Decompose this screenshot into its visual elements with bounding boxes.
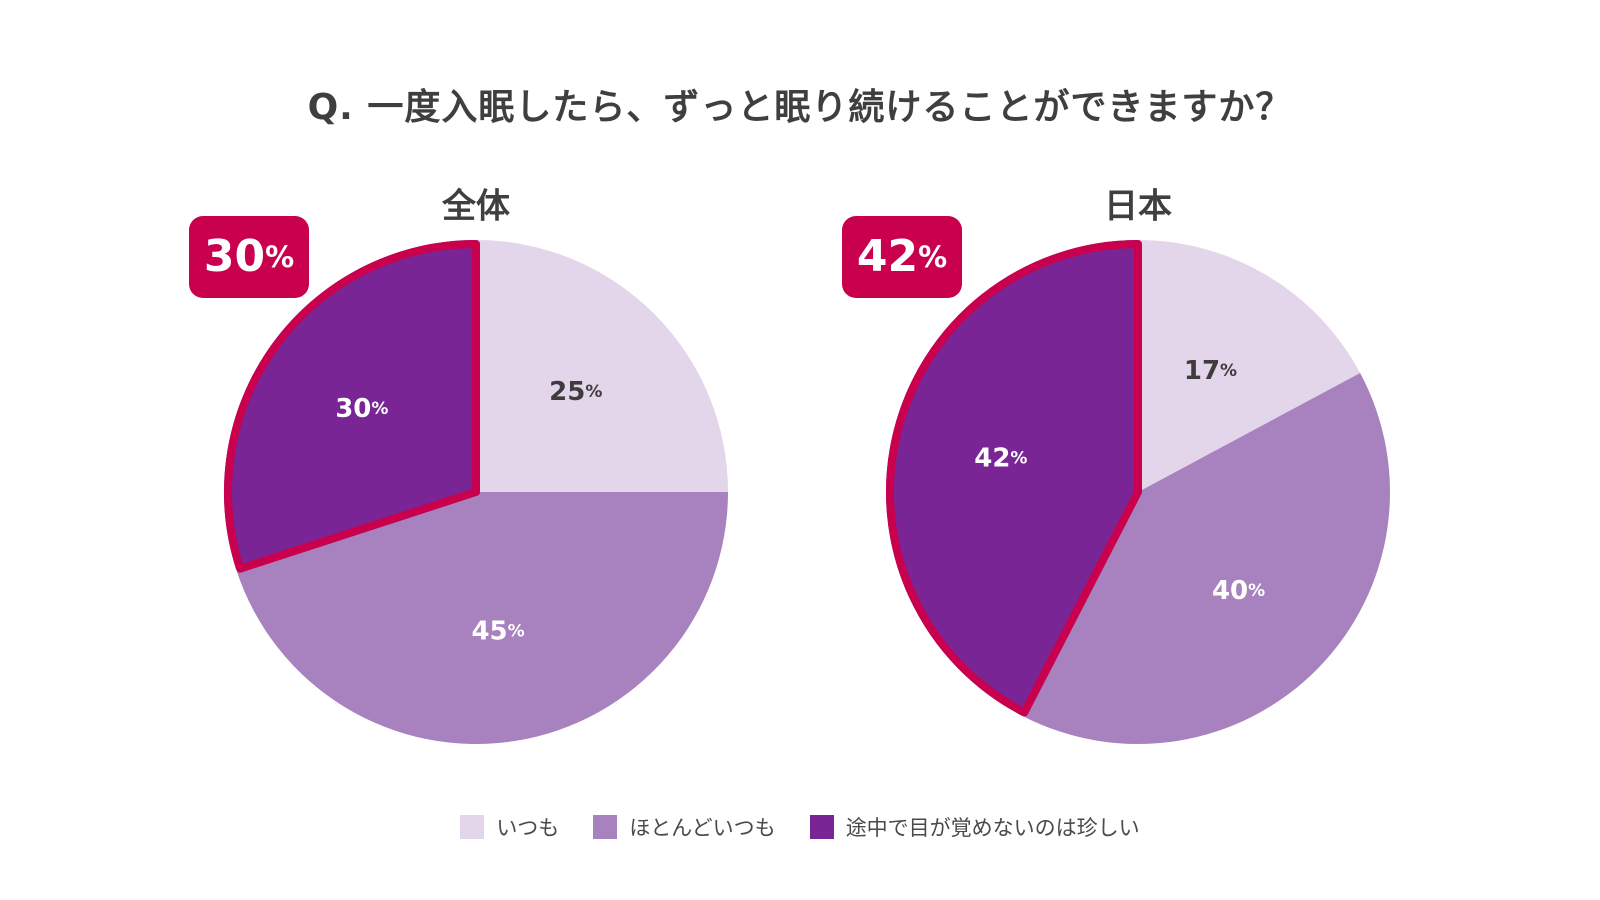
legend-item-rarely: 途中で目が覚めないのは珍しい [809,812,1140,842]
pie-1-label-almost-always: 45% [471,616,524,646]
pie-1-slice-rarely [223,240,476,570]
pie-2-label-rarely: 42% [974,443,1027,473]
pie-1-slice-always [476,240,728,492]
pie-2-label-always: 17% [1184,355,1237,385]
pie-1-label-rarely-suffix: % [371,399,388,419]
pie-2-label-rarely-suffix: % [1010,449,1027,469]
pie-2-label-almost-always: 40% [1212,575,1265,605]
pie-1-badge [189,216,309,298]
pie-title-2: 日本 [1104,187,1172,227]
pie-2-label-always-value: 17 [1184,355,1220,385]
pie-title-1: 全体 [441,187,510,227]
pie-2-badge-label-value: 42 [857,231,918,282]
pie-1-badge-label-value: 30 [204,231,265,282]
legend-swatch-rarely [809,815,834,839]
pie-1-label-almost-always-value: 45 [471,616,507,646]
pie-1-label-almost-always-suffix: % [508,621,525,641]
pie-1-badge-label: 30% [204,231,294,282]
pie-1-label-rarely-value: 30 [335,394,371,424]
chart-title: Q. 一度入眠したら、ずっと眠り続けることができますか？ [307,87,1293,128]
pie-2-badge [842,216,962,298]
legend-label-rarely: 途中で目が覚めないのは珍しい [845,816,1140,840]
pie-2-highlight-outline [886,240,1142,717]
pie-1-slice-almost-always [236,492,729,745]
legend-item-almost-always: ほとんどいつも [593,812,776,842]
pie-2-slice-almost-always [1022,372,1390,744]
legend-label-almost-always: ほとんどいつも [629,816,776,840]
legend-item-always: いつも [460,812,559,842]
pie-2-badge-label-suffix: % [918,240,947,274]
pie-2-slice-rarely [886,240,1138,716]
legend-swatch-almost-always [593,815,618,839]
legend-swatch-always [460,815,485,839]
legend: いつも ほとんどいつも 途中で目が覚めないのは珍しい [0,812,1600,842]
pie-2-label-rarely-value: 42 [974,443,1010,473]
pie-2-label-almost-always-suffix: % [1248,581,1265,601]
pie-2-label-almost-always-value: 40 [1212,575,1248,605]
pie-1-label-always-value: 25 [549,377,585,407]
pie-1-label-rarely: 30% [335,394,388,424]
pie-1-label-always-suffix: % [585,382,602,402]
pie-2-slice-always [1138,240,1361,492]
pie-1-highlight-outline [224,240,480,573]
pie-1-label-always: 25% [549,377,602,407]
pie-2-label-always-suffix: % [1220,361,1237,381]
pie-2-badge-label: 42% [857,231,947,282]
pie-1-badge-label-suffix: % [265,240,294,274]
legend-label-always: いつも [496,816,560,840]
